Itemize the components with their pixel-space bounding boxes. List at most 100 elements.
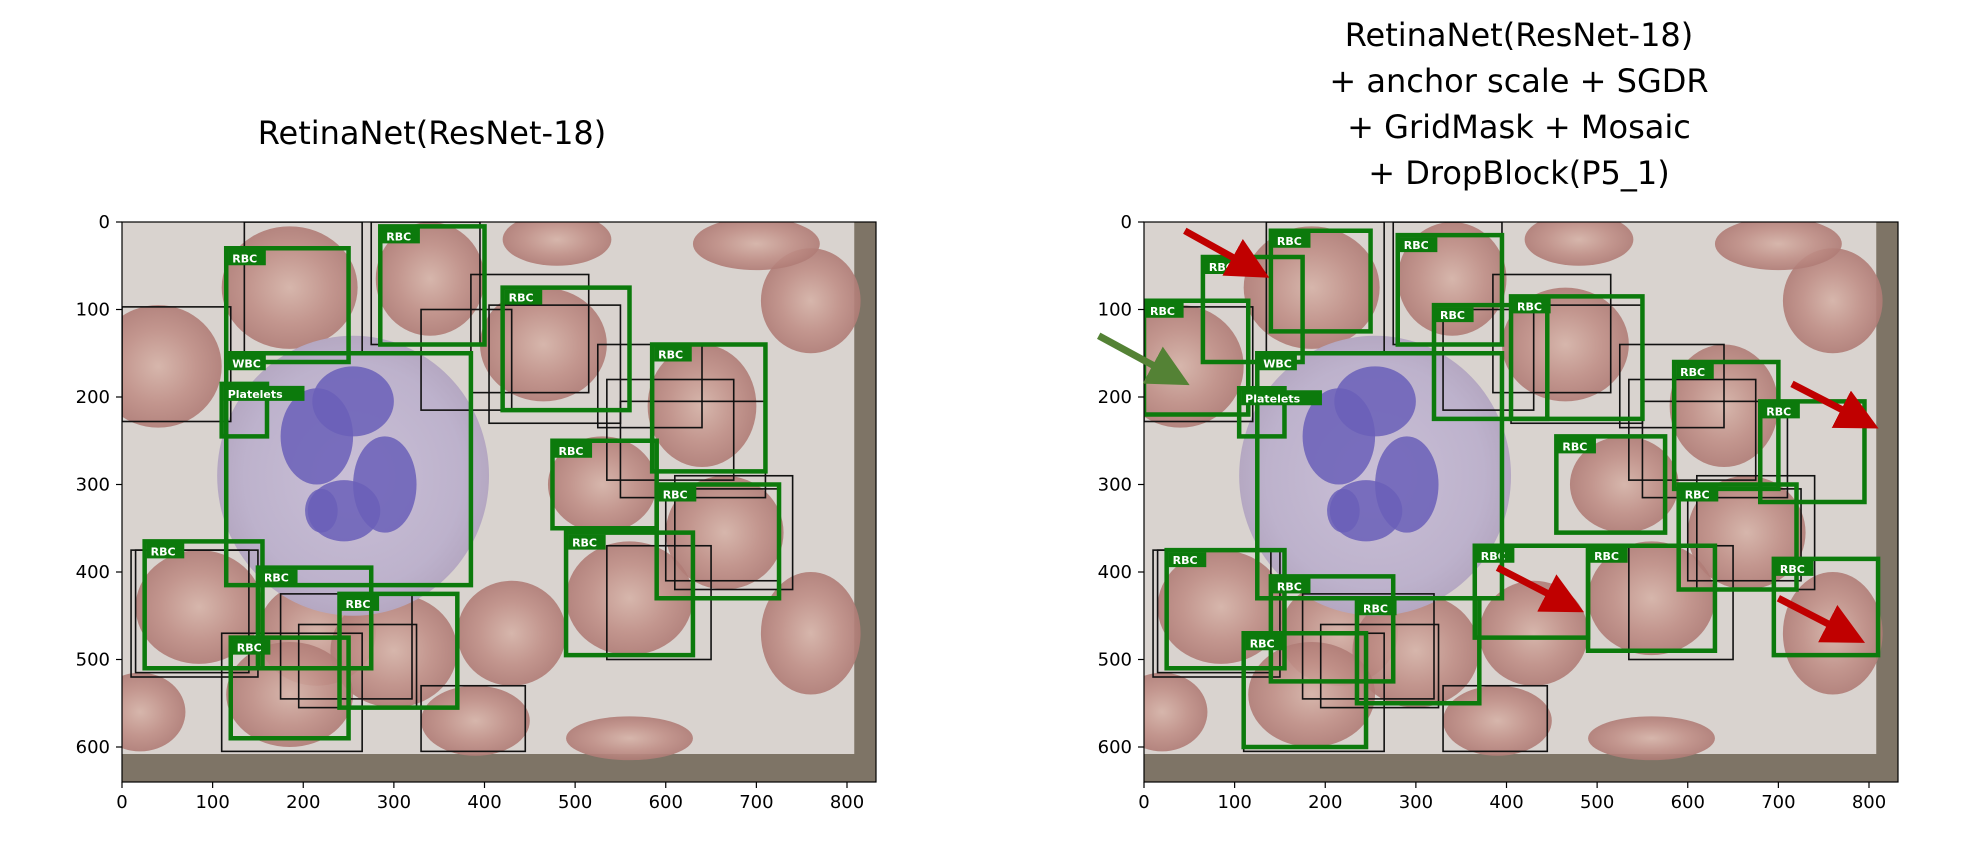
red-blood-cell	[1714, 222, 1842, 271]
ground-truth-box	[220, 632, 363, 753]
prediction-label-tag	[1245, 635, 1284, 651]
prediction-box-platelets	[219, 381, 270, 439]
prediction-label-tag	[1476, 547, 1515, 563]
prediction-label: RBC	[1277, 235, 1302, 248]
red-blood-cell	[760, 248, 861, 354]
y-tick-label: 500	[1098, 650, 1132, 671]
x-tick-label: 0	[116, 792, 127, 813]
prediction-label: RBC	[1517, 300, 1542, 313]
ground-truth-box	[420, 684, 527, 753]
prediction-label-tag	[382, 228, 420, 244]
y-tick-label: 0	[99, 212, 110, 233]
red-blood-cell	[457, 580, 567, 686]
prediction-label: RBC	[1404, 239, 1429, 252]
prediction-label: RBC	[558, 445, 583, 458]
red-blood-cell	[226, 642, 354, 747]
prediction-label-tag	[1436, 307, 1474, 323]
prediction-label-tag	[146, 543, 185, 559]
red-blood-cell	[1144, 672, 1208, 752]
red-blood-cell	[122, 305, 222, 428]
prediction-box-rbc	[255, 565, 374, 671]
right-title-line-4: + DropBlock(P5_1)	[1368, 154, 1670, 192]
ground-truth-box	[470, 273, 590, 394]
y-tick-label: 300	[1098, 475, 1132, 496]
ground-truth-box	[488, 304, 622, 425]
left-panel-title: RetinaNet(ResNet-18)	[222, 110, 642, 156]
axes-frame	[121, 221, 877, 783]
y-tick-label: 100	[1098, 300, 1132, 321]
x-tick-label: 600	[649, 792, 683, 813]
prediction-label: RBC	[658, 349, 683, 362]
red-blood-cell	[375, 222, 485, 336]
prediction-box-rbc	[563, 530, 696, 658]
prediction-label-tag	[1168, 552, 1207, 568]
prediction-box-wbc	[223, 351, 474, 588]
ground-truth-box	[606, 378, 735, 481]
prediction-box-rbc	[1164, 547, 1287, 671]
prediction-box-rbc	[1771, 556, 1881, 658]
prediction-label: RBC	[264, 572, 289, 585]
prediction-label-tag	[1146, 302, 1184, 318]
right-title-line-3: + GridMask + Mosaic	[1347, 108, 1691, 146]
prediction-box-rbc	[1395, 232, 1505, 347]
y-tick-label: 600	[76, 737, 110, 758]
x-tick-label: 200	[286, 792, 320, 813]
red-blood-cell	[1588, 541, 1715, 656]
x-tick-label: 700	[1761, 792, 1795, 813]
prediction-box-rbc	[1268, 228, 1373, 334]
ground-truth-box	[1628, 378, 1757, 481]
prediction-label-tag	[568, 534, 606, 550]
x-tick-label: 400	[467, 792, 501, 813]
prediction-label-tag	[228, 250, 266, 266]
x-tick-label: 300	[377, 792, 411, 813]
prediction-label: RBC	[572, 537, 597, 550]
prediction-label-tag	[1676, 364, 1714, 379]
prediction-label-tag	[1399, 237, 1438, 253]
prediction-label: RBC	[509, 292, 534, 305]
x-tick-label: 800	[830, 792, 864, 813]
red-blood-cell	[1524, 222, 1634, 266]
prediction-label: RBC	[1277, 580, 1302, 593]
prediction-label: RBC	[1685, 489, 1710, 502]
prediction-box-rbc	[1554, 434, 1668, 535]
prediction-box-rbc	[1241, 631, 1369, 750]
prediction-label-tag	[1272, 232, 1311, 248]
y-tick-label: 200	[1098, 387, 1132, 408]
prediction-box-rbc	[1268, 574, 1396, 684]
wbc-nucleus	[312, 366, 394, 437]
prediction-box-rbc	[1671, 359, 1781, 492]
x-tick-label: 700	[739, 792, 773, 813]
prediction-label: Platelets	[228, 388, 283, 401]
red-blood-cell	[760, 572, 861, 695]
prediction-label-tag	[1680, 486, 1719, 502]
y-tick-label: 100	[76, 300, 110, 321]
ground-truth-box	[1319, 623, 1440, 709]
x-tick-label: 500	[558, 792, 592, 813]
x-tick-label: 800	[1852, 792, 1886, 813]
prediction-box-platelets	[1236, 386, 1287, 439]
prediction-label: RBC	[1250, 637, 1275, 650]
prediction-box-rbc	[142, 539, 265, 671]
ground-truth-box	[596, 343, 703, 429]
prediction-label: RBC	[1766, 405, 1791, 418]
prediction-label: RBC	[1481, 550, 1506, 563]
x-tick-label: 300	[1399, 792, 1433, 813]
prediction-box-rbc	[1144, 298, 1251, 417]
prediction-label: RBC	[1150, 305, 1175, 318]
red-highlight-arrow	[1790, 380, 1879, 429]
prediction-label-tag	[223, 385, 305, 401]
prediction-box-wbc	[1255, 351, 1505, 601]
prediction-box-rbc	[1676, 482, 1799, 592]
y-tick-label: 400	[76, 562, 110, 583]
prediction-label-tag	[1241, 390, 1322, 406]
red-blood-cell	[1144, 305, 1244, 428]
prediction-box-rbc	[337, 591, 460, 710]
prediction-label-tag	[232, 639, 271, 655]
prediction-label-tag	[228, 355, 266, 371]
red-highlight-arrow	[1776, 595, 1866, 643]
prediction-label-tag	[1762, 403, 1800, 419]
red-highlight-arrow	[1183, 227, 1270, 278]
red-blood-cell	[1443, 685, 1552, 756]
prediction-label: RBC	[663, 489, 688, 502]
red-highlight-arrow	[1495, 564, 1585, 613]
